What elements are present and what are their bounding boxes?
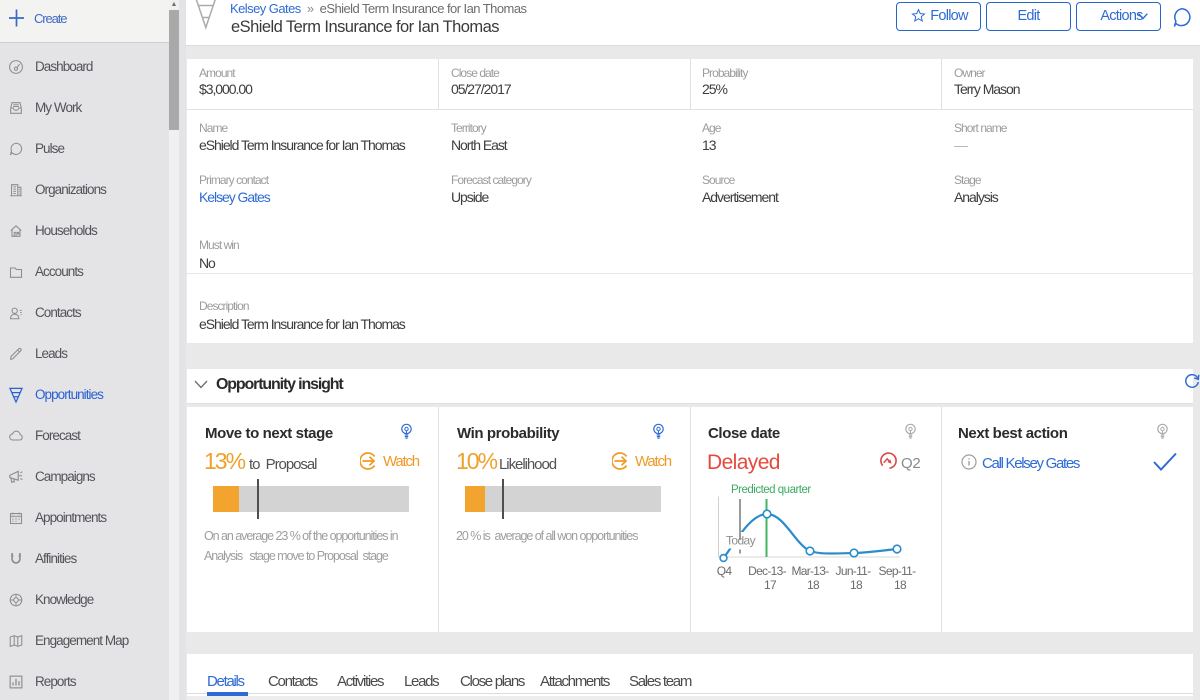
svg-text:Today: Today	[726, 534, 756, 548]
svg-text:Jun-11-: Jun-11-	[836, 564, 872, 578]
svg-text:17: 17	[764, 578, 777, 592]
svg-text:Q4: Q4	[717, 564, 733, 578]
svg-text:18: 18	[807, 578, 820, 592]
svg-text:18: 18	[850, 578, 863, 592]
svg-text:Mar-13-: Mar-13-	[791, 564, 829, 578]
svg-text:Predicted quarter: Predicted quarter	[731, 484, 811, 496]
svg-text:Sep-11-: Sep-11-	[879, 564, 917, 578]
svg-text:Dec-13-: Dec-13-	[748, 564, 786, 578]
svg-text:18: 18	[894, 578, 907, 592]
